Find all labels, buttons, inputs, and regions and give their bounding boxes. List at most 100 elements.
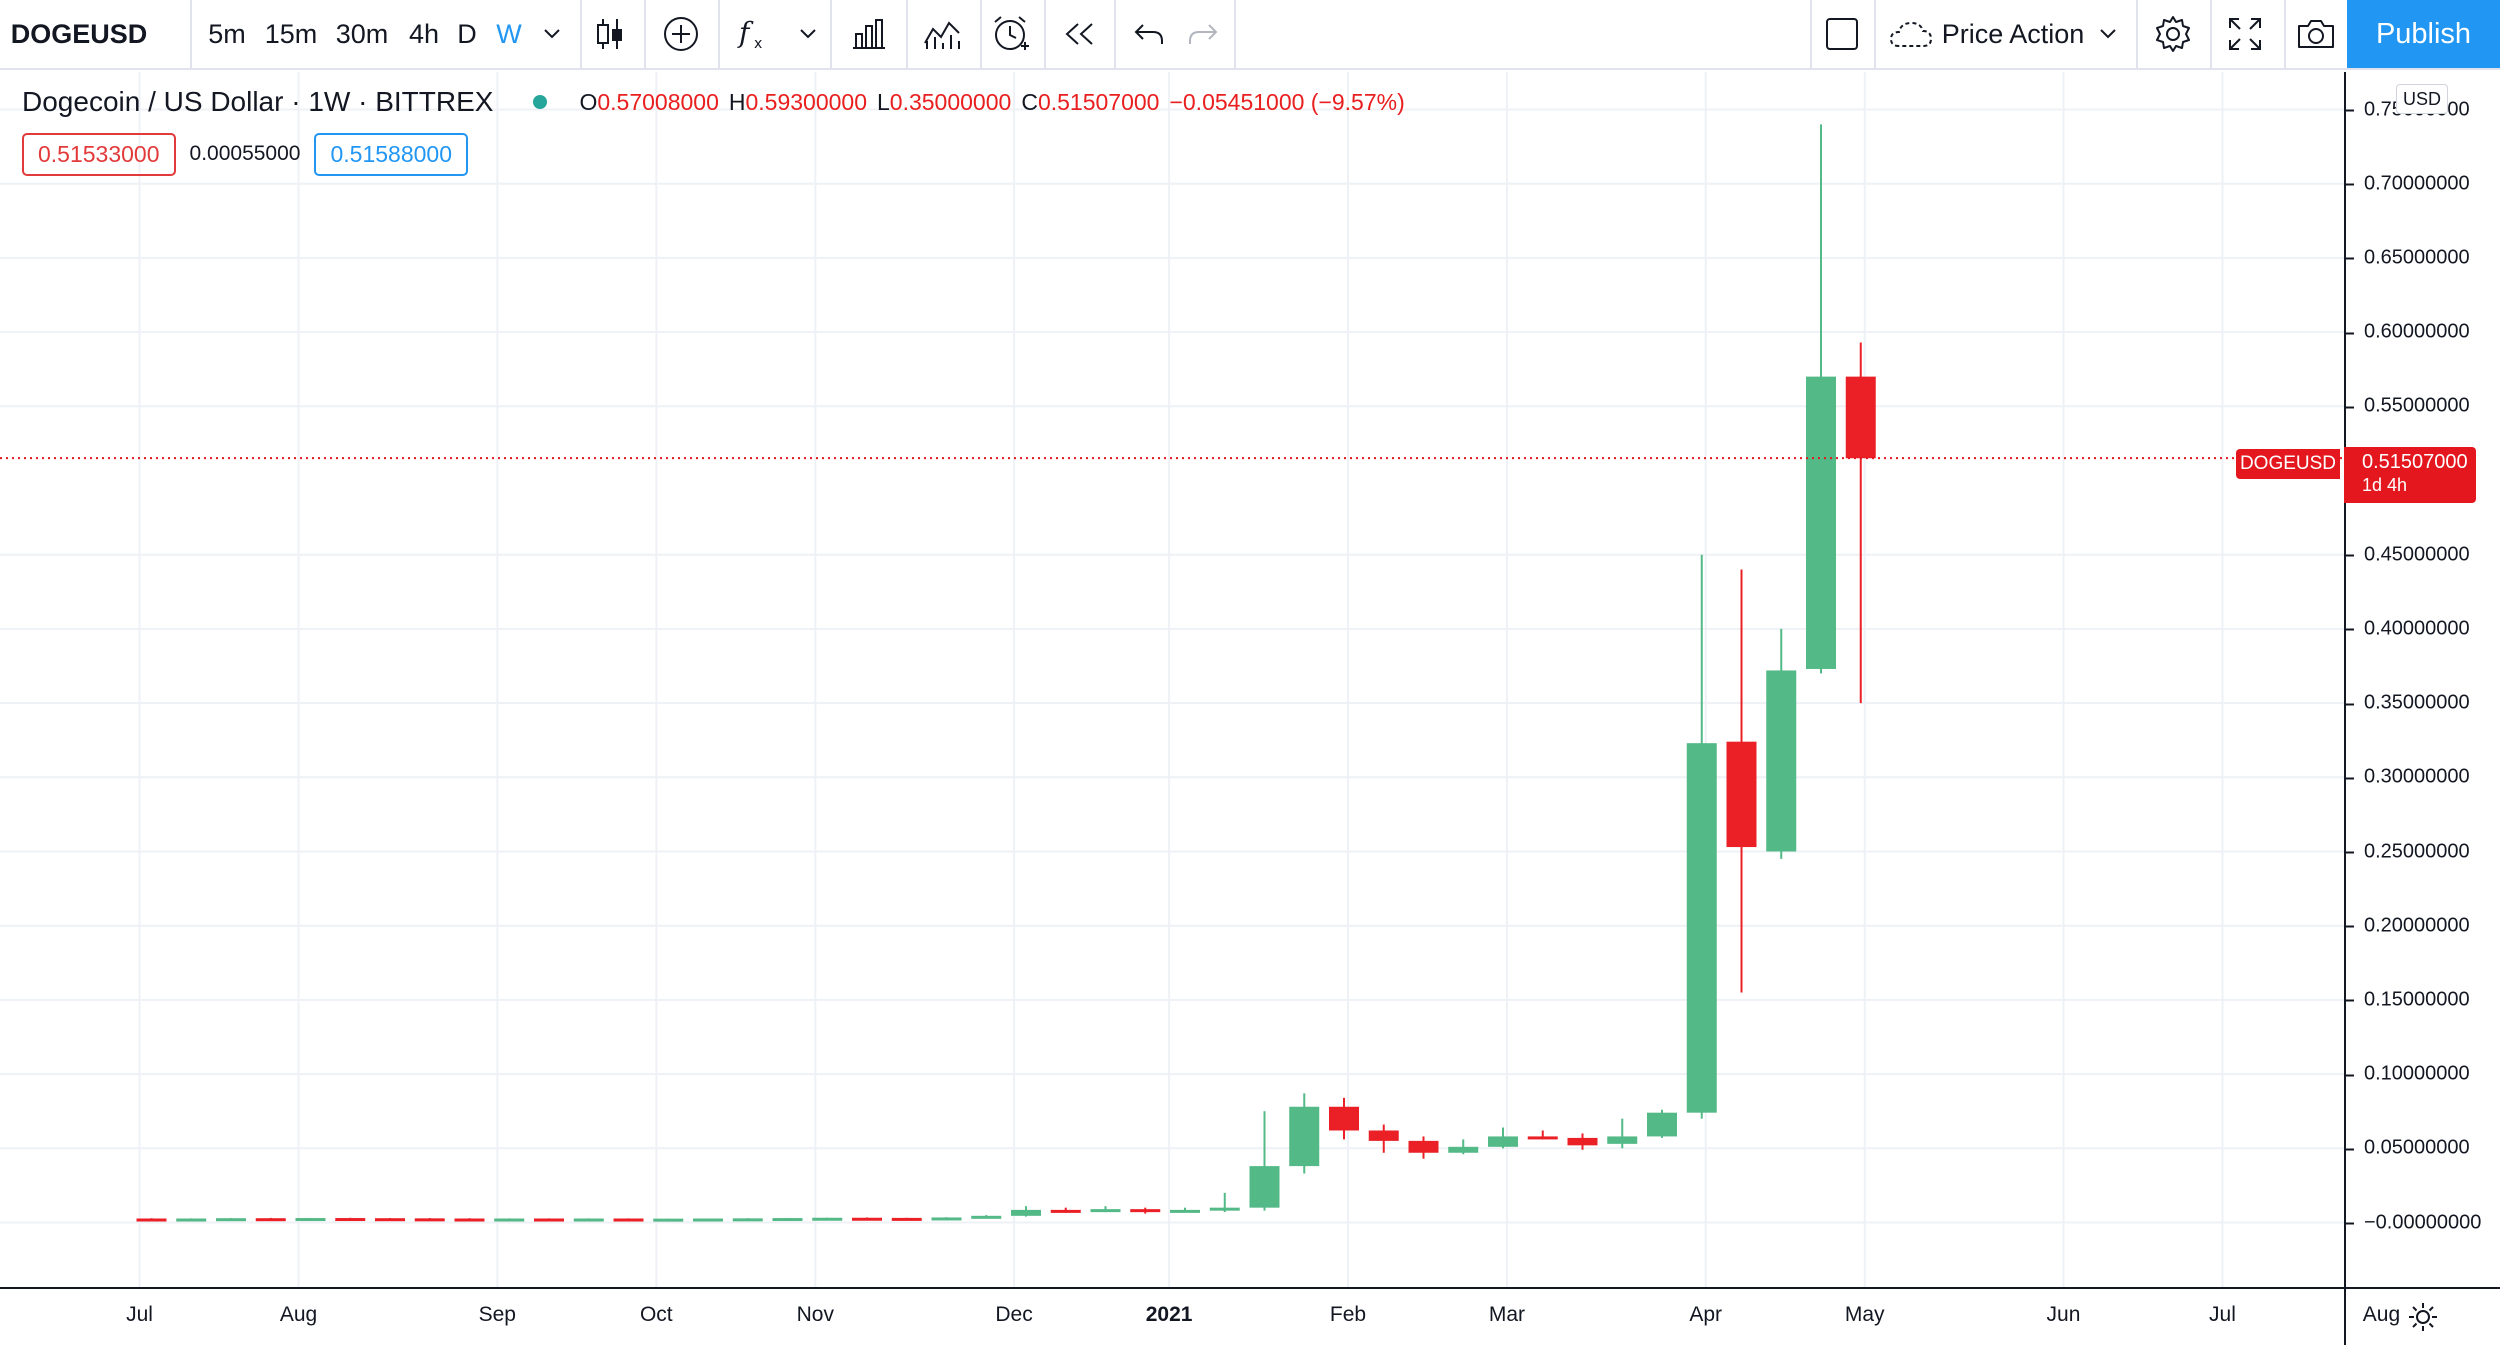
price-tick-label: 0.65000000: [2346, 246, 2470, 269]
toolbar-divider: [1810, 0, 1812, 68]
price-tick-label: 0.40000000: [2346, 617, 2470, 640]
alert-icon[interactable]: [986, 0, 1036, 68]
candle-body: [1408, 1140, 1439, 1153]
time-tick-label: Aug: [2362, 1303, 2401, 1326]
candle-body: [971, 1215, 1002, 1219]
replay-icon[interactable]: [1056, 0, 1104, 68]
chevron-down-icon[interactable]: [794, 0, 822, 68]
interval-w[interactable]: W: [496, 18, 522, 49]
svg-text:f: f: [737, 16, 754, 49]
candle-body: [494, 1218, 525, 1222]
price-tick-label: 0.70000000: [2346, 172, 2470, 195]
last-price-symbol-tag: DOGEUSD: [2236, 449, 2340, 479]
candle-body: [812, 1217, 843, 1221]
toolbar-divider: [1234, 0, 1236, 68]
templates-icon[interactable]: [914, 0, 972, 68]
toolbar-divider: [980, 0, 982, 68]
time-tick-label: Dec: [995, 1303, 1033, 1326]
price-tick-label: 0.10000000: [2346, 1062, 2470, 1085]
candlestick-icon[interactable]: [588, 0, 632, 68]
candle-body: [1209, 1207, 1240, 1211]
chart-legend: Dogecoin / US Dollar · 1W · BITTREX O 0.…: [22, 82, 1405, 122]
time-tick-label: Aug: [279, 1303, 318, 1326]
last-price-tag: 0.51507000 1d 4h: [2344, 447, 2476, 503]
toolbar-divider: [644, 0, 646, 68]
candle-body: [1845, 376, 1876, 459]
redo-icon[interactable]: [1180, 0, 1226, 68]
time-tick-label: Jun: [2046, 1303, 2081, 1326]
close-key: C: [1021, 88, 1038, 115]
interval-d[interactable]: D: [457, 18, 477, 49]
market-status-dot[interactable]: [533, 95, 548, 109]
candle-body: [1806, 376, 1836, 669]
interval-5m[interactable]: 5m: [208, 18, 246, 49]
price-tick-label: 0.55000000: [2346, 394, 2470, 417]
fullscreen-icon[interactable]: [2216, 0, 2274, 68]
candle-body: [613, 1218, 644, 1222]
open-key: O: [579, 88, 598, 115]
toolbar-divider: [906, 0, 908, 68]
candle-body: [255, 1218, 286, 1222]
candle-body: [1289, 1106, 1320, 1167]
candle-body: [1011, 1209, 1041, 1216]
legend-title[interactable]: Dogecoin / US Dollar · 1W · BITTREX: [22, 86, 494, 117]
sell-button[interactable]: 0.51533000: [22, 132, 176, 176]
currency-badge[interactable]: USD: [2396, 84, 2448, 114]
financials-icon[interactable]: [840, 0, 898, 68]
candle-body: [1766, 670, 1797, 852]
symbol-search[interactable]: DOGEUSD: [10, 18, 148, 49]
publish-button[interactable]: Publish: [2347, 0, 2500, 68]
candle-body: [295, 1218, 326, 1222]
interval-4h[interactable]: 4h: [408, 18, 440, 49]
price-tick-label: 0.25000000: [2346, 840, 2470, 862]
candle-body: [891, 1217, 922, 1221]
chevron-down-icon[interactable]: [2094, 0, 2122, 68]
chevron-down-icon[interactable]: [538, 0, 566, 68]
add-compare-icon[interactable]: [656, 0, 706, 68]
gear-icon[interactable]: [2144, 0, 2202, 68]
interval-15m[interactable]: 15m: [264, 18, 318, 49]
chart-settings-corner[interactable]: [2344, 1287, 2500, 1345]
camera-icon[interactable]: [2290, 0, 2342, 68]
time-tick-label: Nov: [796, 1303, 834, 1326]
time-tick-label: Mar: [1488, 1303, 1526, 1326]
toolbar-divider: [2210, 0, 2212, 68]
candle-body: [653, 1218, 684, 1222]
candle-body: [732, 1218, 763, 1222]
candle-body: [216, 1218, 246, 1222]
time-tick-label: 2021: [1145, 1303, 1193, 1326]
toolbar-divider: [1874, 0, 1876, 68]
price-tick-label: 0.20000000: [2346, 914, 2470, 937]
candle-body: [1090, 1209, 1121, 1213]
price-tick-label: 0.35000000: [2346, 691, 2470, 714]
time-tick-label: May: [1844, 1303, 1885, 1326]
candle-body: [1527, 1136, 1558, 1140]
candle-body: [1329, 1106, 1359, 1131]
undo-icon[interactable]: [1126, 0, 1172, 68]
low-key: L: [877, 88, 890, 115]
candle-body: [931, 1217, 962, 1221]
bid-ask-quote: 0.51533000 0.00055000 0.51588000: [22, 132, 468, 176]
price-scale[interactable]: 0.750000000.700000000.650000000.60000000…: [2344, 72, 2500, 1287]
candle-body: [1726, 741, 1757, 848]
candle-body: [693, 1218, 723, 1222]
candle-body: [375, 1218, 405, 1222]
interval-30m[interactable]: 30m: [335, 18, 389, 49]
candle-body: [1607, 1136, 1638, 1144]
low-value: 0.35000000: [889, 88, 1012, 115]
time-tick-label: Sep: [478, 1303, 516, 1326]
time-tick-label: Feb: [1329, 1303, 1367, 1326]
buy-button[interactable]: 0.51588000: [314, 132, 468, 176]
high-value: 0.59300000: [745, 88, 867, 115]
time-scale[interactable]: Jul Aug Sep Oct Nov Dec 2021 Feb Mar Apr May Jun Jul…: [0, 1287, 2400, 1345]
candle-body: [414, 1218, 445, 1222]
layout-name[interactable]: Price Action: [1941, 18, 2085, 49]
settings-sun-icon[interactable]: [2408, 1302, 2438, 1332]
chart-canvas[interactable]: [0, 72, 2383, 1287]
chart-pane[interactable]: [0, 72, 2383, 1287]
toolbar-divider: [1114, 0, 1116, 68]
last-price-value: 0.51507000: [2362, 451, 2468, 473]
layout-square-icon[interactable]: [1820, 0, 1864, 68]
